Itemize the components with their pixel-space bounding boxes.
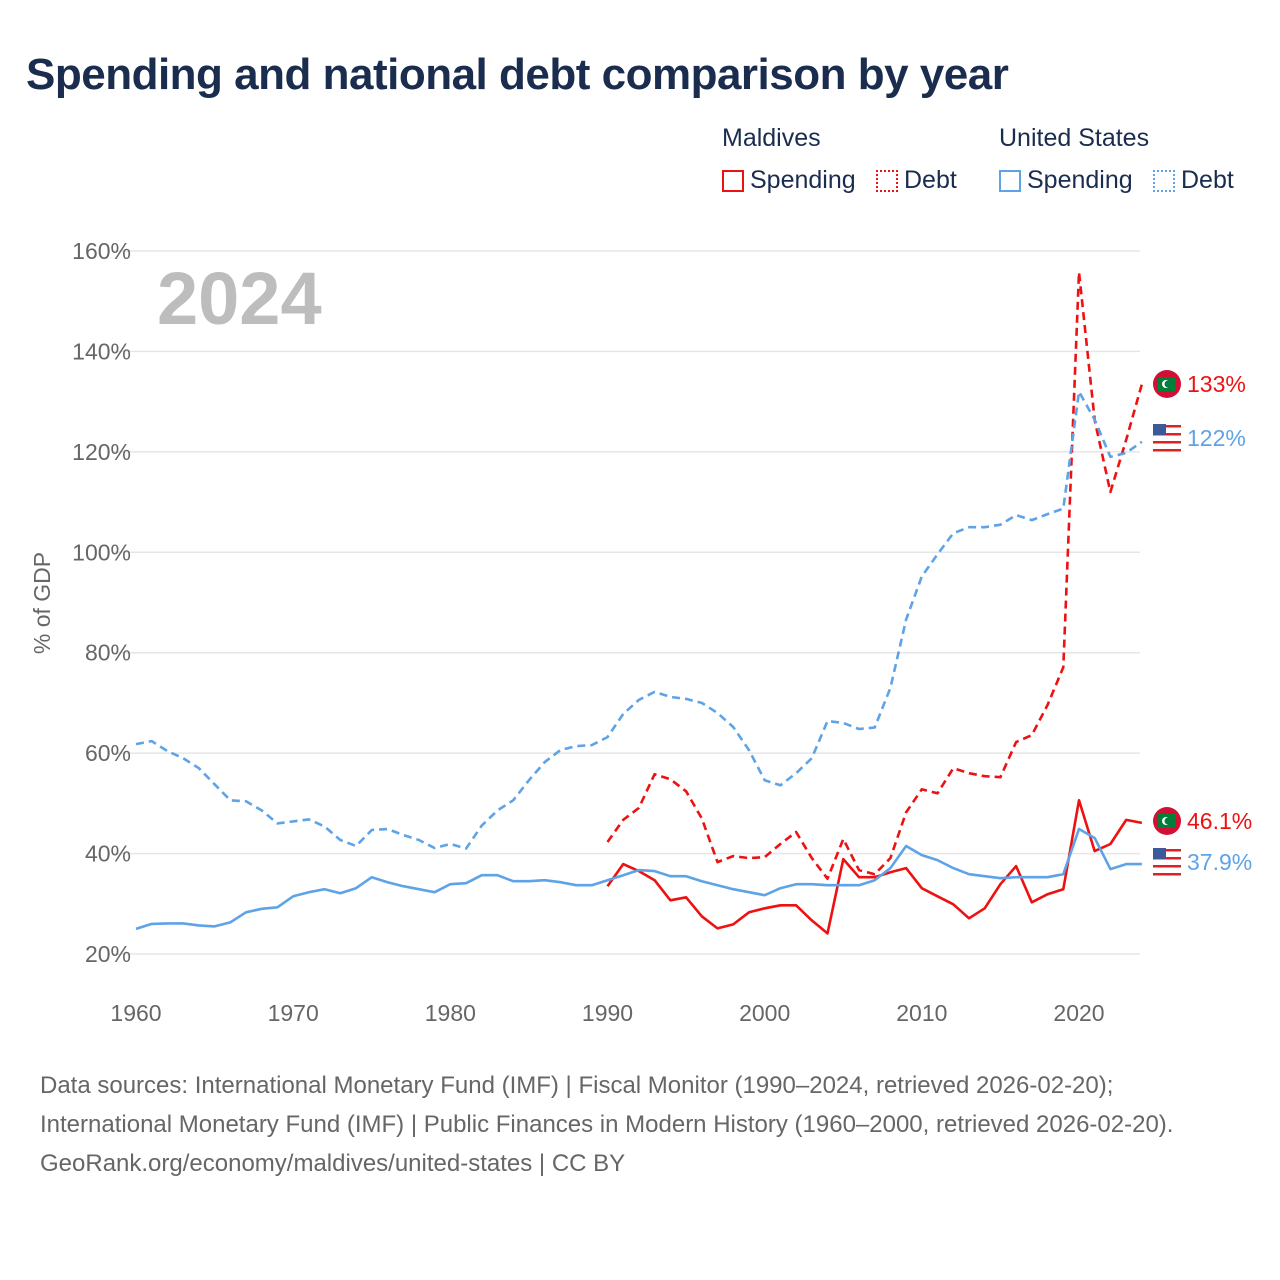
chart-title: Spending and national debt comparison by… [26, 50, 1009, 99]
y-tick-label: 60% [85, 740, 131, 766]
end-marker: 122% [1153, 424, 1246, 452]
legend-maldives-spending[interactable]: Spending [722, 166, 856, 195]
y-tick-label: 100% [72, 539, 131, 565]
y-tick-label: 140% [72, 338, 131, 364]
legend-us-spending[interactable]: Spending [999, 166, 1133, 195]
legend-group-united-states: United States [999, 124, 1150, 152]
x-tick-label: 2000 [739, 1000, 790, 1026]
x-tick-label: 2020 [1053, 1000, 1104, 1026]
x-tick-label: 2010 [896, 1000, 947, 1026]
maldives-debt-line[interactable] [606, 270, 1144, 881]
dotted-swatch-icon [876, 169, 898, 192]
solid-swatch-icon [999, 169, 1021, 192]
legend-maldives-debt[interactable]: Debt [876, 166, 957, 195]
y-tick-label: 160% [72, 238, 131, 264]
data-sources: Data sources: International Monetary Fun… [40, 1072, 1174, 1138]
maldives-spending-line[interactable] [606, 798, 1143, 935]
x-tick-label: 1990 [582, 1000, 633, 1026]
x-tick-label: 1960 [110, 1000, 161, 1026]
end-marker: 46.1% [1153, 807, 1252, 835]
y-tick-label: 40% [85, 841, 131, 867]
end-value-label: 133% [1187, 371, 1246, 397]
footer: Data sources: International Monetary Fun… [40, 1066, 1240, 1183]
end-marker: 133% [1153, 370, 1246, 398]
legend-label: Spending [1027, 166, 1133, 194]
end-value-label: 122% [1187, 425, 1246, 451]
y-tick-label: 80% [85, 640, 131, 666]
legend-label: Debt [1181, 166, 1234, 194]
plot-area: 2024 % of GDP 20% 40% 60% 80% 100% 120% 140% 16… [29, 238, 1252, 1026]
end-value-label: 37.9% [1187, 849, 1252, 875]
end-marker: 37.9% [1153, 848, 1252, 876]
credit-link[interactable]: GeoRank.org/economy/maldives/united-stat… [40, 1150, 626, 1177]
x-tick-label: 1970 [268, 1000, 319, 1026]
solid-swatch-icon [722, 169, 744, 192]
y-tick-label: 120% [72, 439, 131, 465]
legend-group-maldives: Maldives [722, 124, 821, 152]
dotted-swatch-icon [1153, 169, 1175, 192]
year-watermark: 2024 [157, 257, 322, 340]
end-value-label: 46.1% [1187, 808, 1252, 834]
united-states-debt-line[interactable] [135, 390, 1143, 850]
united-states-spending-line[interactable] [135, 827, 1142, 931]
legend-label: Spending [750, 166, 856, 194]
y-axis-label: % of GDP [29, 552, 55, 654]
y-tick-label: 20% [85, 941, 131, 967]
legend-label: Debt [904, 166, 957, 194]
legend-us-debt[interactable]: Debt [1153, 166, 1234, 195]
x-tick-label: 1980 [425, 1000, 476, 1026]
